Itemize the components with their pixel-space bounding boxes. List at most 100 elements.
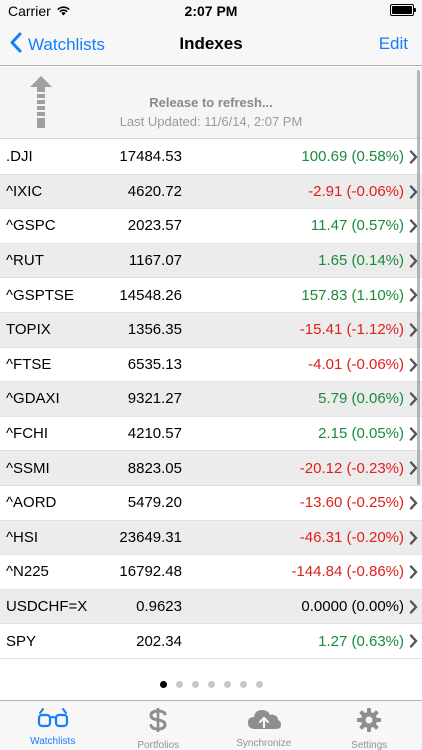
tab-watchlists[interactable]: Watchlists [0, 701, 106, 750]
chevron-right-icon [409, 530, 418, 549]
index-list: .DJI 17484.53 100.69 (0.58%) ^IXIC 4620.72 -… [0, 140, 422, 659]
change: -2.91 (-0.06%) [308, 182, 404, 200]
table-row[interactable]: TOPIX 1356.35 -15.41 (-1.12%) [0, 312, 422, 348]
page-dot[interactable] [175, 680, 183, 688]
battery-icon [390, 4, 416, 16]
price: 202.34 [136, 632, 182, 650]
table-row[interactable]: ^AORD 5479.20 -13.60 (-0.25%) [0, 486, 422, 521]
chevron-right-icon [409, 461, 418, 479]
chevron-right-icon [409, 288, 418, 306]
table-row[interactable]: USDCHF=X 0.9623 0.0000 (0.00%) [0, 589, 422, 625]
page-control[interactable] [0, 676, 422, 692]
change: 11.47 (0.57%) [310, 217, 404, 235]
symbol: ^GSPC [6, 217, 56, 235]
gear-icon [356, 707, 382, 736]
table-row[interactable]: .DJI 17484.53 100.69 (0.58%) [0, 140, 422, 175]
change: -15.41 (-1.12%) [299, 321, 404, 339]
symbol: ^FTSE [6, 355, 52, 373]
chevron-right-icon [409, 254, 418, 272]
pull-to-refresh: Release to refresh... Last Updated: 11/6… [0, 67, 422, 139]
price: 14548.26 [119, 286, 182, 304]
table-row[interactable]: ^HSI 23649.31 -46.31 (-0.20%) [0, 520, 422, 556]
page-dot[interactable] [191, 680, 199, 688]
status-bar: Carrier 2:07 PM [0, 0, 422, 22]
table-row[interactable]: ^RUT 1167.07 1.65 (0.14%) [0, 243, 422, 279]
table-row[interactable]: ^GSPC 2023.57 11.47 (0.57%) [0, 209, 422, 244]
chevron-right-icon [409, 565, 418, 583]
table-row[interactable]: SPY 202.34 1.27 (0.63%) [0, 624, 422, 659]
price: 9321.27 [127, 390, 182, 408]
table-row[interactable]: ^GSPTSE 14548.26 157.83 (1.10%) [0, 278, 422, 313]
tab-synchronize[interactable]: Synchronize [211, 701, 317, 750]
symbol: ^HSI [6, 528, 39, 546]
price: 23649.31 [119, 528, 182, 546]
back-button[interactable]: Watchlists [10, 32, 105, 58]
change: -4.01 (-0.06%) [308, 355, 404, 373]
table-row[interactable]: ^FTSE 6535.13 -4.01 (-0.06%) [0, 348, 422, 383]
price: 6535.13 [127, 355, 182, 373]
symbol: ^AORD [6, 494, 57, 512]
change: -144.84 (-0.86%) [291, 563, 404, 581]
symbol: USDCHF=X [6, 598, 88, 616]
tab-label: Portfolios [137, 740, 180, 750]
table-row[interactable]: ^GDAXI 9321.27 5.79 (0.06%) [0, 382, 422, 417]
price: 5479.20 [127, 494, 182, 512]
price: 1167.07 [128, 252, 182, 270]
symbol: ^IXIC [6, 182, 43, 200]
price: 8823.05 [127, 459, 182, 477]
table-row[interactable]: ^IXIC 4620.72 -2.91 (-0.06%) [0, 174, 422, 210]
symbol: .DJI [6, 148, 33, 166]
price: 16792.48 [119, 563, 182, 581]
tab-settings[interactable]: Settings [317, 701, 422, 750]
tab-label: Watchlists [30, 736, 76, 747]
symbol: ^GDAXI [6, 390, 60, 408]
table-row[interactable]: ^N225 16792.48 -144.84 (-0.86%) [0, 555, 422, 590]
page-dot[interactable] [239, 680, 247, 688]
change: -13.60 (-0.25%) [299, 494, 404, 512]
change: 0.0000 (0.00%) [301, 598, 404, 616]
chevron-right-icon [409, 184, 418, 203]
table-row[interactable]: ^SSMI 8823.05 -20.12 (-0.23%) [0, 451, 422, 486]
chevron-right-icon [409, 323, 418, 341]
change: -20.12 (-0.23%) [299, 459, 404, 477]
arrow-up-icon [30, 76, 52, 133]
chevron-left-icon [10, 32, 22, 58]
change: 5.79 (0.06%) [318, 390, 404, 408]
price: 4620.72 [127, 182, 182, 200]
price: 0.9623 [136, 598, 182, 616]
table-row[interactable]: ^FCHI 4210.57 2.15 (0.05%) [0, 417, 422, 452]
chevron-right-icon [409, 600, 418, 618]
symbol: ^SSMI [6, 459, 50, 477]
tab-label: Synchronize [236, 738, 292, 749]
change: 100.69 (0.58%) [301, 148, 404, 166]
last-updated: Last Updated: 11/6/14, 2:07 PM [119, 114, 303, 129]
chevron-right-icon [409, 150, 418, 168]
scroll-indicator[interactable] [417, 70, 420, 485]
change: 1.65 (0.14%) [318, 252, 404, 270]
price: 17484.53 [119, 148, 182, 166]
back-button-label: Watchlists [28, 35, 105, 54]
tab-bar: Watchlists Portfolios Synchronize [0, 700, 422, 750]
symbol: ^FCHI [6, 425, 49, 443]
symbol: ^GSPTSE [6, 286, 74, 304]
dollar-icon [147, 707, 169, 736]
chevron-right-icon [409, 219, 418, 237]
page-dot[interactable] [159, 680, 167, 688]
tab-label: Settings [351, 740, 388, 750]
page-dot[interactable] [207, 680, 215, 688]
tab-portfolios[interactable]: Portfolios [106, 701, 212, 750]
refresh-message: Release to refresh... [149, 95, 273, 110]
page-title: Indexes [179, 34, 243, 53]
edit-button[interactable]: Edit [378, 34, 408, 53]
glasses-icon [37, 707, 69, 732]
symbol: ^RUT [6, 252, 44, 270]
status-right [390, 4, 416, 16]
price: 4210.57 [127, 425, 182, 443]
change: 1.27 (0.63%) [318, 632, 404, 650]
chevron-right-icon [409, 427, 418, 445]
page-dot[interactable] [223, 680, 231, 688]
status-left: Carrier [8, 3, 71, 19]
change: 2.15 (0.05%) [318, 425, 404, 443]
page-dot[interactable] [255, 680, 263, 688]
wifi-icon [56, 3, 71, 19]
